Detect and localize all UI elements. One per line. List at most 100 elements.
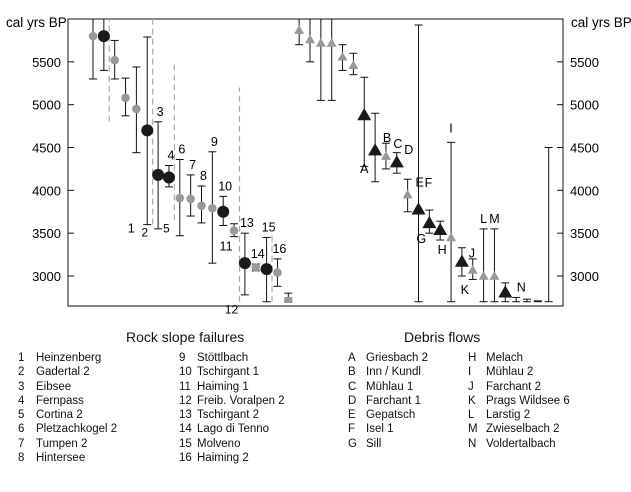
point-marker: [489, 271, 500, 280]
legend-item: 7 Tumpen 2: [18, 437, 117, 451]
legend-code: 11: [179, 380, 191, 393]
y-tick-label-left: 4000: [32, 183, 61, 198]
point-marker: [315, 37, 326, 47]
legend-item: 14 Lago di Tenno: [179, 422, 285, 436]
point-label: 11: [220, 240, 233, 254]
point-marker: [162, 171, 175, 184]
point-marker: [121, 93, 130, 103]
point-marker: [454, 254, 469, 267]
legend-item: A Griesbach 2: [348, 351, 428, 365]
legend-item: H Melach: [468, 351, 570, 365]
point-marker: [88, 31, 98, 41]
legend-item: E Gepatsch: [348, 408, 428, 422]
legend-rock-col2: 9 Stöttlbach 10 Tschirgant 1 11 Haiming 1 12 Fr…: [179, 351, 285, 465]
dashed-range-label: 2: [141, 226, 148, 240]
point-marker: [238, 257, 251, 270]
legend-name: Heinzenberg: [36, 352, 102, 364]
chart: cal yrs BP cal yrs BP 3000 3000 3500 3500 40…: [6, 15, 631, 317]
legend-item: 6 Pletzachkogel 2: [18, 422, 117, 436]
legend-item: J Farchant 2: [468, 380, 570, 394]
point-label: G: [416, 232, 426, 246]
legend-code: E: [348, 409, 356, 422]
legend-code: C: [348, 380, 357, 393]
legend-code: 12: [179, 394, 192, 407]
point-marker: [337, 51, 348, 61]
legend-code: 9: [179, 352, 186, 364]
point-marker: [284, 297, 293, 304]
legend-item: 12 Freib. Voralpen 2: [179, 394, 285, 408]
point-label: J: [469, 246, 475, 260]
legend-item: C Mühlau 1: [348, 380, 428, 394]
legend-code: 7: [18, 437, 25, 450]
legend-name: Haiming 1: [197, 380, 249, 393]
legend-code: H: [468, 352, 477, 364]
legend-code: 5: [18, 409, 25, 422]
point-marker: [422, 215, 437, 229]
legend-name: Gepatsch: [366, 409, 416, 422]
legend-item: 11 Haiming 1: [179, 380, 285, 394]
legend-item: 15 Molveno: [179, 437, 285, 451]
legend-name: Lago di Tenno: [197, 423, 270, 436]
point-label: L: [480, 212, 487, 226]
point-label: K: [461, 283, 470, 297]
legend-name: Voldertalbach: [486, 437, 556, 450]
point-label: I: [449, 121, 452, 135]
point-label: 3: [157, 105, 164, 119]
legend-item: 1 Heinzenberg: [18, 351, 117, 365]
legend-name: Griesbach 2: [366, 352, 429, 364]
legend-item: I Mühlau 2: [468, 365, 570, 379]
legend-name: Isel 1: [366, 423, 394, 436]
legend-name: Inn / Kundl: [366, 366, 421, 379]
dashed-range-label: 5: [163, 221, 170, 235]
y-tick-label-right: 5500: [570, 55, 599, 70]
legend-name: Larstig 2: [486, 409, 531, 422]
legend-name: Fernpass: [36, 394, 84, 407]
legend-name: Farchant 2: [486, 380, 541, 393]
point-marker: [294, 25, 305, 34]
y-tick-label-left: 4500: [32, 141, 61, 156]
point-label: 6: [178, 143, 185, 157]
legend-item: 10 Tschirgant 1: [179, 365, 285, 379]
point-label: M: [489, 212, 499, 226]
point-marker: [498, 285, 513, 298]
point-marker: [175, 193, 185, 203]
legend-code: 2: [18, 366, 25, 379]
legend-name: Pletzachkogel 2: [36, 423, 118, 436]
legend-name: Melach: [486, 352, 524, 364]
legend-title-rock: Rock slope failures: [126, 329, 245, 345]
point-marker: [348, 60, 359, 70]
legend-code: F: [348, 423, 356, 436]
legend-name: Mühlau 1: [366, 380, 414, 393]
point-label: 10: [218, 179, 232, 193]
point-marker: [467, 265, 478, 274]
legend-item: 8 Hintersee: [18, 451, 117, 465]
point-marker: [152, 168, 165, 181]
legend-name: Tumpen 2: [36, 437, 88, 450]
point-marker: [273, 268, 282, 277]
legend-name: Haiming 2: [197, 452, 249, 465]
legend-item: 16 Haiming 2: [179, 451, 285, 465]
y-tick-label-left: 5000: [32, 98, 61, 113]
point-marker: [305, 34, 315, 44]
point-label: 4: [167, 148, 174, 162]
legend-debris-col1: A Griesbach 2 B Inn / Kundl C Mühlau 1 D Farcha…: [348, 351, 428, 451]
point-label: B: [383, 131, 391, 145]
legend-name: Stöttlbach: [197, 352, 249, 364]
legend-name: Freib. Voralpen 2: [197, 394, 285, 407]
point-marker: [326, 37, 337, 47]
legend-rock-col1: 1 Heinzenberg 2 Gadertal 2 3 Eibsee 4 Fernpass 5…: [18, 351, 117, 465]
legend-name: Tschirgant 2: [197, 409, 260, 422]
legend-code: I: [468, 366, 472, 379]
legend-code: 3: [18, 380, 25, 393]
legend-code: 16: [179, 452, 192, 465]
point-marker: [197, 201, 206, 211]
point-label: 9: [211, 135, 218, 149]
point-marker: [110, 55, 119, 65]
y-tick-label-right: 4000: [570, 183, 599, 198]
legend-code: 10: [179, 366, 192, 379]
point-marker: [141, 124, 154, 137]
legend-debris-col2: H Melach I Mühlau 2 J Farchant 2 K Prags Wildse…: [468, 351, 570, 451]
legend-code: 13: [179, 409, 192, 422]
legend-code: 8: [18, 452, 25, 465]
y-tick-label-right: 4500: [570, 141, 599, 156]
